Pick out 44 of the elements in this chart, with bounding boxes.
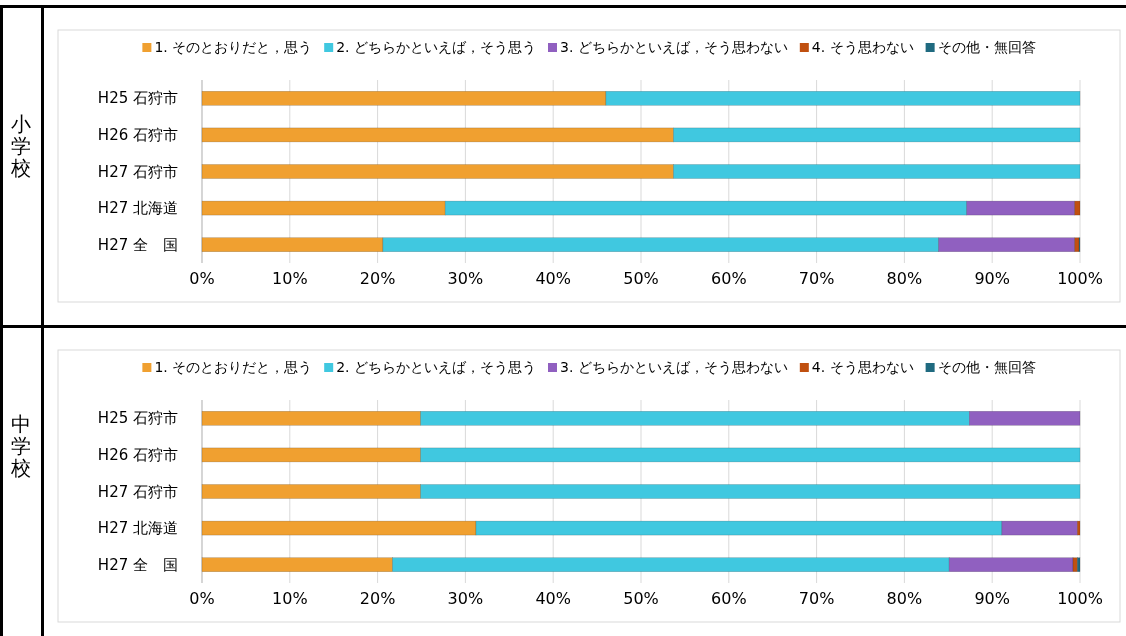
- x-tick-label: 100%: [1057, 269, 1103, 288]
- x-tick-label: 50%: [623, 269, 659, 288]
- x-tick-label: 60%: [711, 269, 747, 288]
- legend-label: 1. そのとおりだと，思う: [154, 39, 313, 55]
- x-tick-label: 0%: [189, 269, 215, 288]
- y-tick-label: H25 石狩市: [97, 89, 178, 108]
- x-tick-label: 60%: [711, 589, 747, 608]
- y-tick-label: H27 石狩市: [97, 162, 178, 181]
- legend-label: 3. どちらかといえば，そう思わない: [560, 39, 788, 55]
- x-tick-label: 90%: [974, 589, 1010, 608]
- x-tick-label: 90%: [974, 269, 1010, 288]
- legend-label: 1. そのとおりだと，思う: [154, 359, 313, 375]
- legend-label: その他・無回答: [937, 39, 1036, 55]
- x-tick-label: 80%: [886, 589, 923, 608]
- y-tick-label: H27 北海道: [97, 519, 178, 538]
- x-tick-label: 20%: [359, 269, 396, 288]
- x-tick-label: 70%: [798, 589, 835, 608]
- y-tick-label: H26 石狩市: [97, 445, 178, 464]
- x-tick-label: 10%: [272, 269, 308, 288]
- legend-label: 4. そう思わない: [811, 359, 914, 375]
- x-tick-label: 10%: [272, 589, 308, 608]
- legend-label: その他・無回答: [937, 359, 1036, 375]
- legend-label: 3. どちらかといえば，そう思わない: [560, 359, 788, 375]
- y-tick-label: H27 石狩市: [97, 482, 178, 501]
- x-tick-label: 20%: [359, 589, 396, 608]
- x-tick-label: 0%: [189, 589, 215, 608]
- y-tick-label: H27 全 国: [97, 235, 178, 254]
- x-tick-label: 100%: [1057, 589, 1103, 608]
- y-axis-title: 中学校: [10, 412, 32, 480]
- legend-label: 2. どちらかといえば，そう思う: [336, 39, 536, 55]
- legend-label: 4. そう思わない: [811, 39, 914, 55]
- y-axis-title: 小学校: [10, 112, 32, 180]
- x-tick-label: 70%: [798, 269, 835, 288]
- y-tick-label: H25 石狩市: [97, 409, 178, 428]
- legend-label: 2. どちらかといえば，そう思う: [336, 359, 536, 375]
- x-tick-label: 50%: [623, 589, 659, 608]
- x-tick-label: 40%: [535, 589, 571, 608]
- x-tick-label: 40%: [535, 269, 571, 288]
- y-tick-label: H27 北海道: [97, 199, 178, 218]
- x-tick-label: 80%: [886, 269, 923, 288]
- y-tick-label: H26 石狩市: [97, 125, 178, 144]
- x-tick-label: 30%: [447, 589, 484, 608]
- y-tick-label: H27 全 国: [97, 555, 178, 574]
- x-tick-label: 30%: [447, 269, 484, 288]
